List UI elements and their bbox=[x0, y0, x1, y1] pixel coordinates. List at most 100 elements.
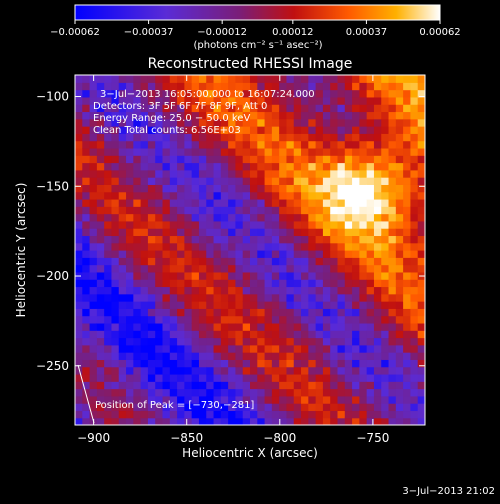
heatmap-cell bbox=[257, 177, 266, 185]
heatmap-cell bbox=[133, 75, 142, 83]
heatmap-cell bbox=[352, 169, 360, 178]
heatmap-cell bbox=[118, 403, 127, 412]
heatmap-cell bbox=[228, 293, 237, 302]
heatmap-cell bbox=[191, 395, 200, 404]
heatmap-cell bbox=[330, 301, 339, 309]
heatmap-cell bbox=[330, 126, 339, 134]
heatmap-cell bbox=[337, 381, 346, 390]
heatmap-cell bbox=[293, 206, 302, 215]
heatmap-cell bbox=[213, 104, 222, 113]
heatmap-cell bbox=[330, 104, 339, 113]
heatmap-cell bbox=[337, 155, 346, 164]
heatmap-cell bbox=[337, 250, 346, 258]
heatmap-cell bbox=[82, 242, 91, 251]
heatmap-cell bbox=[162, 293, 171, 302]
heatmap-cell bbox=[271, 301, 280, 309]
heatmap-cell bbox=[220, 417, 229, 425]
heatmap-cell bbox=[381, 235, 390, 244]
heatmap-cell bbox=[417, 206, 425, 215]
heatmap-cell bbox=[388, 169, 397, 178]
heatmap-cell bbox=[147, 206, 156, 215]
heatmap-cell bbox=[301, 257, 309, 266]
heatmap-cell bbox=[96, 403, 105, 412]
heatmap-cell bbox=[279, 96, 288, 105]
heatmap-cell bbox=[177, 155, 185, 164]
heatmap-cell bbox=[155, 191, 164, 200]
heatmap-cell bbox=[352, 104, 360, 113]
heatmap-cell bbox=[403, 220, 412, 229]
heatmap-cell bbox=[388, 359, 397, 368]
heatmap-cell bbox=[337, 279, 346, 288]
heatmap-cell bbox=[75, 242, 83, 251]
heatmap-cell bbox=[381, 118, 390, 127]
heatmap-cell bbox=[191, 220, 200, 229]
heatmap-cell bbox=[344, 388, 353, 397]
heatmap-cell bbox=[140, 235, 149, 244]
heatmap-cell bbox=[352, 147, 360, 156]
heatmap-cell bbox=[220, 352, 229, 360]
heatmap-cell bbox=[264, 250, 273, 258]
heatmap-cell bbox=[322, 388, 331, 397]
heatmap-cell bbox=[308, 250, 317, 258]
heatmap-cell bbox=[410, 264, 419, 273]
heatmap-cell bbox=[198, 111, 207, 120]
heatmap-cell bbox=[213, 359, 222, 368]
heatmap-cell bbox=[315, 147, 324, 156]
heatmap-cell bbox=[169, 308, 178, 317]
heatmap-cell bbox=[257, 271, 266, 280]
heatmap-cell bbox=[286, 104, 295, 113]
heatmap-cell bbox=[213, 264, 222, 273]
heatmap-cell bbox=[366, 417, 375, 425]
heatmap-cell bbox=[75, 395, 83, 404]
heatmap-cell bbox=[228, 75, 237, 83]
heatmap-cell bbox=[104, 162, 113, 171]
heatmap-cell bbox=[177, 330, 185, 339]
heatmap-cell bbox=[264, 96, 273, 105]
heatmap-cell bbox=[417, 184, 425, 193]
heatmap-cell bbox=[279, 191, 288, 200]
heatmap-cell bbox=[140, 322, 149, 331]
heatmap-cell bbox=[133, 257, 142, 266]
heatmap-cell bbox=[381, 140, 390, 149]
heatmap-cell bbox=[198, 184, 207, 193]
heatmap-cell bbox=[315, 235, 324, 244]
heatmap-cell bbox=[191, 293, 200, 302]
heatmap-cell bbox=[308, 271, 317, 280]
heatmap-cell bbox=[257, 315, 266, 324]
heatmap-cell bbox=[308, 82, 317, 91]
heatmap-cell bbox=[104, 111, 113, 120]
heatmap-cell bbox=[403, 337, 412, 346]
heatmap-cell bbox=[417, 279, 425, 288]
heatmap-cell bbox=[213, 162, 222, 171]
heatmap-cell bbox=[352, 126, 360, 134]
heatmap-cell bbox=[220, 177, 229, 185]
heatmap-cell bbox=[82, 213, 91, 222]
heatmap-cell bbox=[140, 315, 149, 324]
heatmap-cell bbox=[111, 242, 120, 251]
heatmap-cell bbox=[206, 177, 215, 185]
heatmap-cell bbox=[213, 271, 222, 280]
heatmap-cell bbox=[403, 111, 412, 120]
heatmap-cell bbox=[330, 373, 339, 382]
heatmap-cell bbox=[344, 403, 353, 412]
heatmap-cell bbox=[308, 410, 317, 419]
heatmap-cell bbox=[271, 359, 280, 368]
heatmap-cell bbox=[162, 133, 171, 142]
heatmap-cell bbox=[373, 373, 382, 382]
heatmap-cell bbox=[410, 337, 419, 346]
heatmap-cell bbox=[104, 403, 113, 412]
heatmap-cell bbox=[126, 235, 134, 244]
heatmap-cell bbox=[308, 89, 317, 98]
heatmap-cell bbox=[147, 169, 156, 178]
heatmap-cell bbox=[315, 96, 324, 105]
heatmap-cell bbox=[264, 293, 273, 302]
heatmap-cell bbox=[220, 126, 229, 134]
heatmap-cell bbox=[228, 220, 237, 229]
heatmap-cell bbox=[373, 242, 382, 251]
heatmap-cell bbox=[111, 381, 120, 390]
heatmap-cell bbox=[359, 162, 368, 171]
heatmap-cell bbox=[133, 133, 142, 142]
heatmap-cell bbox=[337, 322, 346, 331]
heatmap-cell bbox=[337, 126, 346, 134]
heatmap-cell bbox=[126, 104, 134, 113]
